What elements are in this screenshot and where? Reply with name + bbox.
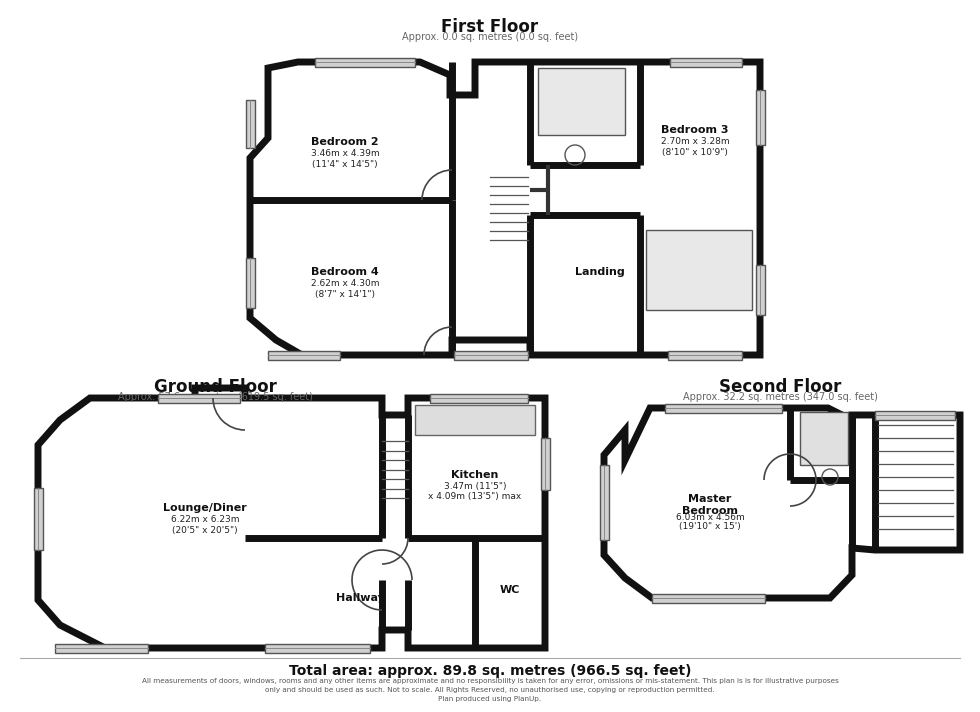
Text: Kitchen: Kitchen xyxy=(452,470,499,480)
Text: Plan produced using PlanUp.: Plan produced using PlanUp. xyxy=(438,696,542,702)
Text: First Floor: First Floor xyxy=(441,18,539,36)
Text: hawkins: hawkins xyxy=(644,521,757,549)
Text: hawkins: hawkins xyxy=(343,218,457,246)
Bar xyxy=(33,488,42,550)
Bar xyxy=(246,100,255,148)
Polygon shape xyxy=(38,388,545,648)
Bar xyxy=(652,594,765,602)
Text: All measurements of doors, windows, rooms and any other items are approximate an: All measurements of doors, windows, room… xyxy=(141,678,839,684)
Text: Bedroom 4: Bedroom 4 xyxy=(311,267,379,277)
Bar xyxy=(315,58,415,66)
Text: 2.62m x 4.30m: 2.62m x 4.30m xyxy=(311,280,379,288)
Text: Bedroom 2: Bedroom 2 xyxy=(312,137,379,147)
Polygon shape xyxy=(646,230,752,310)
Bar xyxy=(875,411,955,419)
Polygon shape xyxy=(538,68,625,135)
Text: Landing: Landing xyxy=(575,267,625,277)
Text: 6.03m x 4.56m: 6.03m x 4.56m xyxy=(675,513,745,521)
Bar xyxy=(756,265,764,315)
Bar xyxy=(541,438,550,490)
Text: alan: alan xyxy=(370,194,429,222)
Text: WC: WC xyxy=(500,585,520,595)
Text: (11'4" x 14'5"): (11'4" x 14'5") xyxy=(313,159,378,169)
Text: (8'10" x 10'9"): (8'10" x 10'9") xyxy=(662,147,728,157)
Text: Ground Floor: Ground Floor xyxy=(154,378,276,396)
Text: Approx. 57.6 sq. metres (619.5 sq. feet): Approx. 57.6 sq. metres (619.5 sq. feet) xyxy=(118,392,313,402)
Bar xyxy=(268,350,340,360)
Bar xyxy=(668,350,742,360)
Bar xyxy=(665,404,782,412)
Bar xyxy=(670,58,742,66)
Polygon shape xyxy=(800,412,848,465)
Text: 3.47m (11'5"): 3.47m (11'5") xyxy=(444,483,507,491)
Polygon shape xyxy=(250,62,760,355)
Polygon shape xyxy=(604,408,960,598)
Text: 3.46m x 4.39m: 3.46m x 4.39m xyxy=(311,150,379,159)
Bar xyxy=(454,350,528,360)
Bar xyxy=(55,644,148,652)
Text: Approx. 0.0 sq. metres (0.0 sq. feet): Approx. 0.0 sq. metres (0.0 sq. feet) xyxy=(402,32,578,42)
Bar xyxy=(430,394,528,402)
Bar xyxy=(265,644,370,652)
Text: only and should be used as such. Not to scale. All Rights Reserved, no unauthori: only and should be used as such. Not to … xyxy=(266,687,714,693)
Bar xyxy=(600,465,609,540)
Text: Second Floor: Second Floor xyxy=(718,378,841,396)
Text: (8'7" x 14'1"): (8'7" x 14'1") xyxy=(315,290,375,298)
Text: alan: alan xyxy=(670,496,730,524)
Text: (19'10" x 15'): (19'10" x 15') xyxy=(679,523,741,531)
Text: Master
Bedroom: Master Bedroom xyxy=(682,494,738,515)
Text: 2.70m x 3.28m: 2.70m x 3.28m xyxy=(661,137,729,147)
Text: Approx. 32.2 sq. metres (347.0 sq. feet): Approx. 32.2 sq. metres (347.0 sq. feet) xyxy=(682,392,877,402)
Text: x 4.09m (13'5") max: x 4.09m (13'5") max xyxy=(428,493,521,501)
Bar xyxy=(756,90,764,145)
Text: 6.22m x 6.23m: 6.22m x 6.23m xyxy=(171,515,239,525)
Polygon shape xyxy=(415,405,535,435)
Text: (20'5" x 20'5"): (20'5" x 20'5") xyxy=(172,525,238,535)
Text: alan: alan xyxy=(163,496,221,524)
Text: Lounge/Diner: Lounge/Diner xyxy=(163,503,247,513)
Bar xyxy=(158,394,240,402)
Bar xyxy=(246,258,255,308)
Text: hawkins: hawkins xyxy=(135,521,249,549)
Text: Bedroom 3: Bedroom 3 xyxy=(662,125,729,135)
Text: Total area: approx. 89.8 sq. metres (966.5 sq. feet): Total area: approx. 89.8 sq. metres (966… xyxy=(289,664,691,678)
Text: Hallway: Hallway xyxy=(335,593,384,603)
